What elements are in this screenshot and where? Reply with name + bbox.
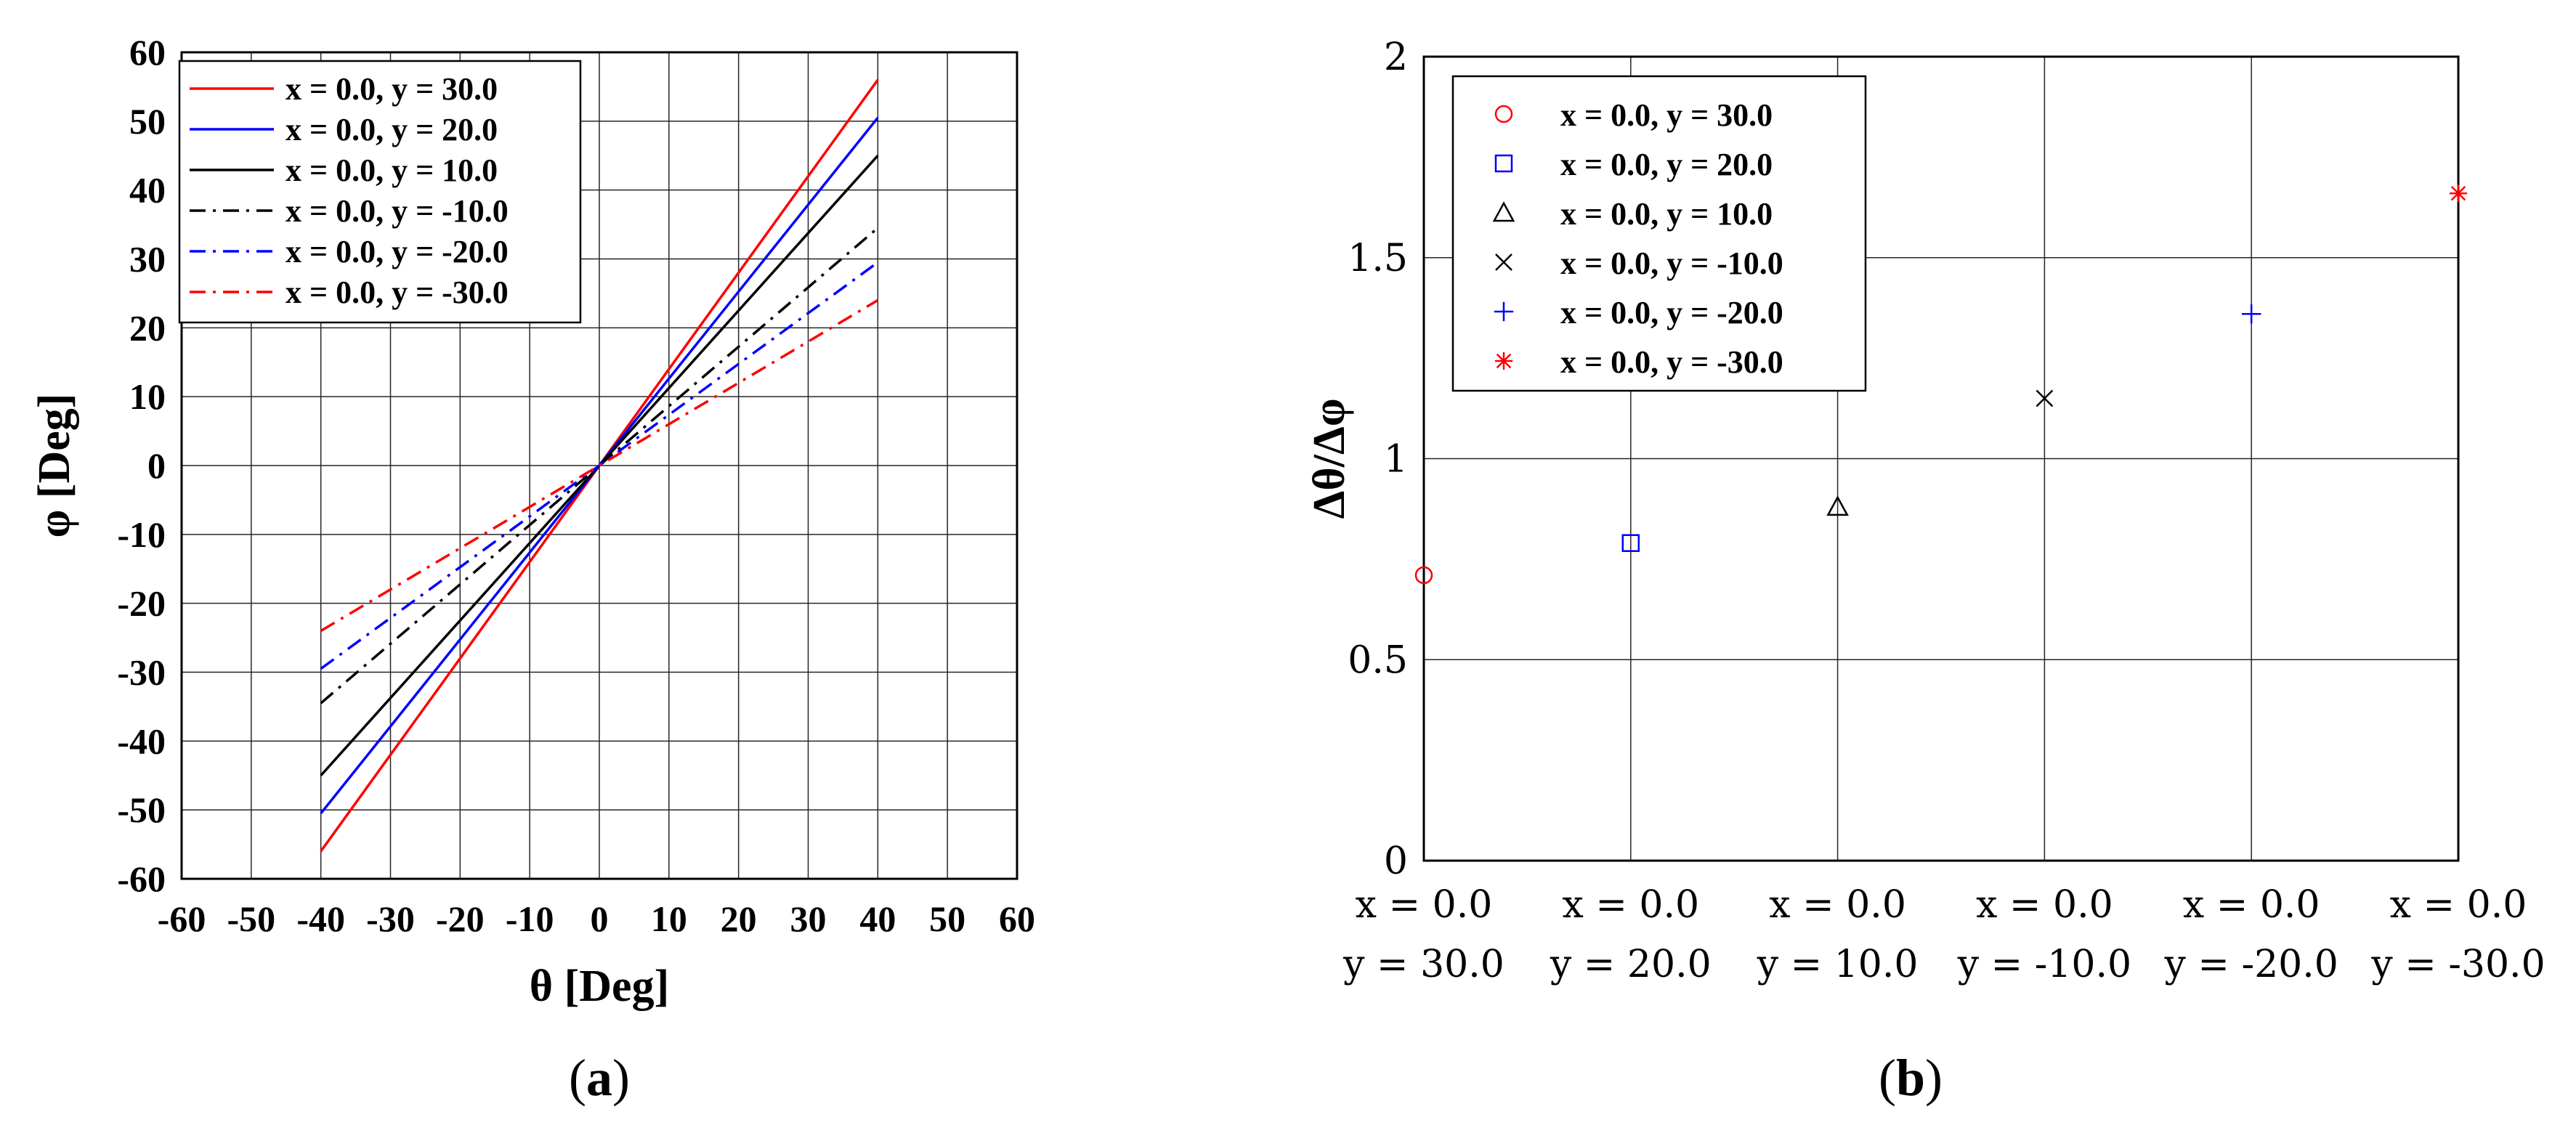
legend: x = 0.0, y = 30.0 x = 0.0, y = 20.0 x = 0.… xyxy=(178,60,582,324)
plot-frame xyxy=(1422,55,2460,862)
legend-box xyxy=(178,60,582,324)
y-tick-label: 0 xyxy=(147,445,166,486)
data-point-1 xyxy=(1414,566,1433,585)
data-point-6 xyxy=(2449,184,2468,203)
legend-label: x = 0.0, y = -30.0 xyxy=(1560,344,1783,380)
y-tick-label: 40 xyxy=(129,170,166,211)
marker-circle xyxy=(1494,105,1513,123)
data-point-5 xyxy=(2242,304,2261,324)
y-tick-label: 2 xyxy=(1384,36,1408,79)
legend-marker xyxy=(1494,154,1513,173)
x-tick-label: -20 xyxy=(436,898,485,939)
x-tick-label: 30 xyxy=(790,898,827,939)
legend-label: x = 0.0, y = 20.0 xyxy=(1560,147,1773,182)
x-tick-label-line1: x = 0.0 xyxy=(1562,883,1699,927)
y-tick-label: 0 xyxy=(1384,840,1408,883)
data-point-3 xyxy=(1826,495,1849,516)
x-tick-label: 20 xyxy=(721,898,757,939)
x-tick-label-line2: y = 20.0 xyxy=(1550,943,1712,986)
legend-label: x = 0.0, y = -20.0 xyxy=(1560,295,1783,330)
x-tick-label: -30 xyxy=(366,898,415,939)
marker-plus xyxy=(2242,304,2261,324)
y-tick-label: 1.5 xyxy=(1348,237,1408,280)
legend-label: x = 0.0, y = -10.0 xyxy=(285,193,509,229)
legend-box xyxy=(1451,75,1867,392)
x-tick-label-line2: y = -20.0 xyxy=(2164,943,2338,986)
x-tick-label: -10 xyxy=(506,898,554,939)
series-line-4 xyxy=(320,227,879,705)
y-axis-label: Δθ/Δφ xyxy=(1305,398,1354,519)
marker-asterisk xyxy=(1494,352,1513,370)
legend-marker xyxy=(1494,105,1513,123)
x-tick-label: 40 xyxy=(859,898,896,939)
y-tick-label: -30 xyxy=(117,652,166,693)
marker-plus xyxy=(1494,301,1514,322)
plot-frame xyxy=(180,51,1018,880)
x-tick-label-line1: x = 0.0 xyxy=(2390,883,2527,927)
marker-triangle xyxy=(1826,495,1849,516)
y-tick-label: 60 xyxy=(129,32,166,73)
y-tick-label: -50 xyxy=(117,789,166,830)
data-point-2 xyxy=(1621,534,1640,552)
marker-circle xyxy=(1414,566,1433,585)
marker-x xyxy=(2036,389,2054,407)
marker-square xyxy=(1494,154,1513,173)
caption-a: (a) xyxy=(569,1049,630,1107)
y-tick-label: 1 xyxy=(1384,438,1408,482)
chart-panel-b: x = 0.0 y = 30.0 x = 0.0 y = 20.0 x = 0.0 y =… xyxy=(1305,36,2545,986)
x-tick-label-line1: x = 0.0 xyxy=(1769,883,1906,927)
marker-square xyxy=(1621,534,1640,552)
y-tick-label: -20 xyxy=(117,583,166,624)
x-tick-label-line2: y = 10.0 xyxy=(1757,943,1919,986)
x-tick-label: -60 xyxy=(158,898,206,939)
y-tick-label: 10 xyxy=(129,376,166,417)
legend-label: x = 0.0, y = 30.0 xyxy=(285,71,498,107)
x-tick-label-line2: y = -10.0 xyxy=(1957,943,2131,986)
y-tick-label: 0.5 xyxy=(1348,638,1408,682)
legend-label: x = 0.0, y = 10.0 xyxy=(285,153,498,188)
x-tick-label: -50 xyxy=(227,898,276,939)
legend-label: x = 0.0, y = 30.0 xyxy=(1560,97,1773,133)
legend-label: x = 0.0, y = -30.0 xyxy=(285,275,509,310)
y-tick-label: 20 xyxy=(129,307,166,348)
x-tick-label: 0 xyxy=(591,898,609,939)
x-tick-label-line2: y = 30.0 xyxy=(1342,943,1504,986)
x-tick-label-line1: x = 0.0 xyxy=(2183,883,2320,927)
y-tick-label: -60 xyxy=(117,858,166,899)
x-tick-label: 50 xyxy=(929,898,965,939)
legend-marker xyxy=(1494,301,1514,322)
y-tick-label: 50 xyxy=(129,101,166,142)
legend-label: x = 0.0, y = -20.0 xyxy=(285,234,509,269)
x-tick-label-line1: x = 0.0 xyxy=(1356,883,1493,927)
x-axis-label: θ [Deg] xyxy=(530,962,669,1011)
data-point-4 xyxy=(2036,389,2054,407)
legend-label: x = 0.0, y = 10.0 xyxy=(1560,196,1773,232)
x-tick-label: 10 xyxy=(651,898,687,939)
legend-marker xyxy=(1492,201,1515,222)
y-tick-label: -40 xyxy=(117,720,166,761)
y-axis-label: φ [Deg] xyxy=(30,394,79,538)
series-line-5 xyxy=(320,261,879,670)
x-tick-label: -40 xyxy=(296,898,345,939)
legend-label: x = 0.0, y = 20.0 xyxy=(285,112,498,147)
legend-marker xyxy=(1495,253,1512,271)
caption-b: (b) xyxy=(1879,1049,1943,1107)
marker-asterisk xyxy=(2449,184,2468,203)
legend-label: x = 0.0, y = -10.0 xyxy=(1560,245,1783,281)
legend: x = 0.0, y = 30.0 x = 0.0, y = 20.0 x = 0.… xyxy=(1451,75,1867,392)
marker-x xyxy=(1495,253,1512,271)
chart-panel-a: -60 -50 -40 -30 -20 -10 0 10 20 30 40 50 60 -60 -50 -40… xyxy=(30,32,1035,1011)
x-tick-label-line2: y = -30.0 xyxy=(2370,943,2545,986)
marker-triangle xyxy=(1492,201,1515,222)
series-line-6 xyxy=(320,299,879,633)
legend-marker xyxy=(1494,352,1513,370)
x-tick-label-line1: x = 0.0 xyxy=(1976,883,2113,927)
y-tick-label: -10 xyxy=(117,514,166,555)
x-tick-label: 60 xyxy=(999,898,1035,939)
y-tick-label: 30 xyxy=(129,239,166,280)
